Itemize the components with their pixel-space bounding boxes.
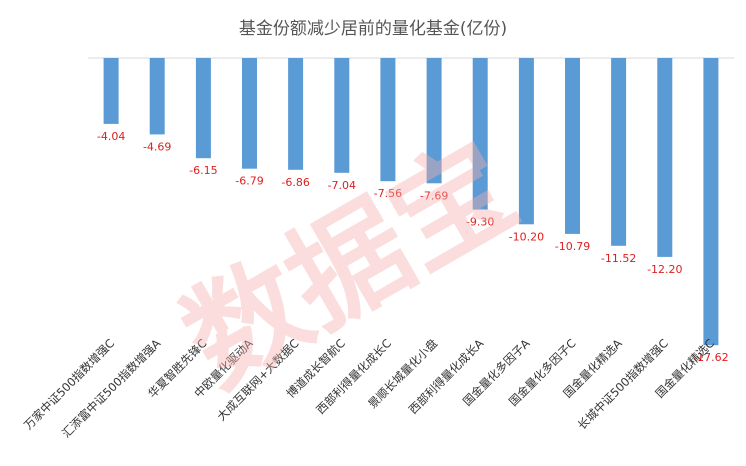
data-label: -17.62 bbox=[693, 351, 728, 364]
category-label: 万家中证500指数增强C bbox=[21, 336, 117, 432]
bar bbox=[288, 58, 304, 170]
data-labels-group: -4.04 -4.69 -6.15 -6.79 -6.86 -7.04 -7.56 -7.69… bbox=[97, 130, 729, 364]
bars-group bbox=[103, 58, 719, 346]
bar bbox=[518, 58, 534, 225]
bar bbox=[149, 58, 165, 135]
data-label: -6.86 bbox=[281, 176, 309, 189]
watermark: 数据宝 bbox=[162, 116, 538, 413]
bar bbox=[703, 58, 719, 346]
data-label: -7.69 bbox=[420, 189, 448, 202]
bar bbox=[380, 58, 396, 182]
data-label: -10.79 bbox=[555, 240, 590, 253]
bar bbox=[426, 58, 442, 184]
data-label: -12.20 bbox=[647, 263, 682, 276]
category-label: 长城中证500指数增强C bbox=[575, 336, 671, 432]
bar bbox=[472, 58, 488, 210]
chart-title: 基金份额减少居前的量化基金(亿份) bbox=[239, 19, 507, 39]
bar bbox=[103, 58, 119, 124]
data-label: -9.30 bbox=[466, 216, 494, 229]
bar bbox=[242, 58, 257, 169]
data-label: -7.04 bbox=[328, 179, 356, 192]
bar bbox=[565, 58, 580, 234]
bar bbox=[657, 58, 673, 257]
bar bbox=[334, 58, 350, 173]
category-labels-group: 万家中证500指数增强C汇添富中证500指数增强A华夏智胜先锋C中欧量化驱动A大… bbox=[21, 336, 717, 440]
data-label: -6.79 bbox=[235, 175, 263, 188]
data-label: -4.04 bbox=[97, 130, 125, 143]
data-label: -7.56 bbox=[374, 187, 402, 200]
data-label: -6.15 bbox=[189, 164, 217, 177]
data-label: -11.52 bbox=[601, 252, 636, 265]
data-label: -4.69 bbox=[143, 140, 171, 153]
bar bbox=[611, 58, 627, 246]
data-label: -10.20 bbox=[509, 230, 544, 243]
bar bbox=[195, 58, 211, 159]
